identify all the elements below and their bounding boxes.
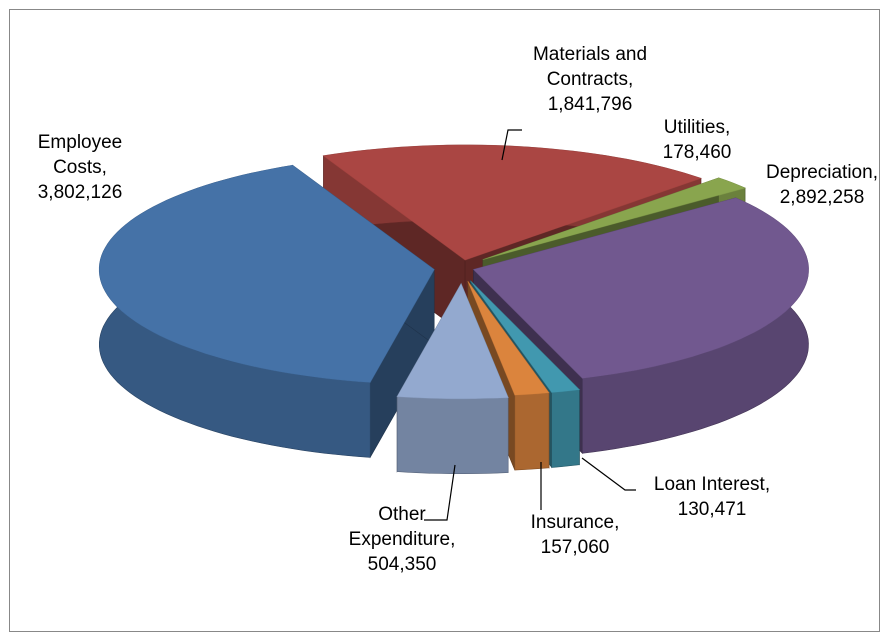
category-label: Loan Interest bbox=[653, 474, 765, 495]
separator: , bbox=[872, 162, 878, 183]
value-label: 3,802,126 bbox=[37, 182, 123, 203]
separator: , bbox=[628, 69, 634, 90]
data-label: Depreciation, 2,892,258 bbox=[752, 160, 890, 210]
slice-top bbox=[482, 177, 747, 260]
data-label: Utilities, 178,460 bbox=[647, 115, 747, 165]
value-label: 157,060 bbox=[540, 537, 610, 558]
slice-wall bbox=[396, 396, 509, 474]
slice-wall bbox=[551, 389, 580, 468]
value-label: 1,841,796 bbox=[547, 94, 633, 115]
slice-top bbox=[472, 197, 809, 379]
data-label: Loan Interest, 130,471 bbox=[622, 472, 802, 522]
slice-top bbox=[470, 280, 581, 393]
slice-top bbox=[322, 144, 703, 261]
slice-wall bbox=[514, 392, 550, 471]
data-label: Other Expenditure, 504,350 bbox=[342, 502, 462, 577]
slice-top bbox=[396, 282, 509, 400]
category-label: Insurance bbox=[530, 512, 615, 533]
value-label: 504,350 bbox=[367, 554, 437, 575]
value-label: 178,460 bbox=[662, 142, 732, 163]
separator: , bbox=[101, 157, 107, 178]
leader-lines bbox=[424, 129, 636, 521]
data-label: Materials and Contracts, 1,841,796 bbox=[515, 42, 665, 117]
separator: , bbox=[614, 512, 620, 533]
pie bbox=[98, 144, 809, 474]
category-label: Materials and Contracts bbox=[532, 44, 648, 90]
value-label: 130,471 bbox=[677, 499, 747, 520]
leader-line bbox=[581, 457, 636, 491]
category-label: Employee Costs bbox=[37, 132, 123, 178]
value-label: 2,892,258 bbox=[779, 187, 865, 208]
separator: , bbox=[724, 117, 731, 138]
leader-line bbox=[424, 464, 456, 521]
data-label: Employee Costs, 3,802,126 bbox=[25, 130, 135, 205]
slice-top bbox=[98, 164, 435, 383]
category-label: Other Expenditure bbox=[348, 504, 451, 550]
data-label: Insurance, 157,060 bbox=[515, 510, 635, 560]
slice-top bbox=[467, 280, 550, 396]
separator: , bbox=[764, 474, 771, 495]
category-label: Utilities bbox=[663, 117, 725, 138]
separator: , bbox=[450, 529, 456, 550]
category-label: Depreciation bbox=[766, 162, 873, 183]
leader-line bbox=[501, 129, 522, 161]
